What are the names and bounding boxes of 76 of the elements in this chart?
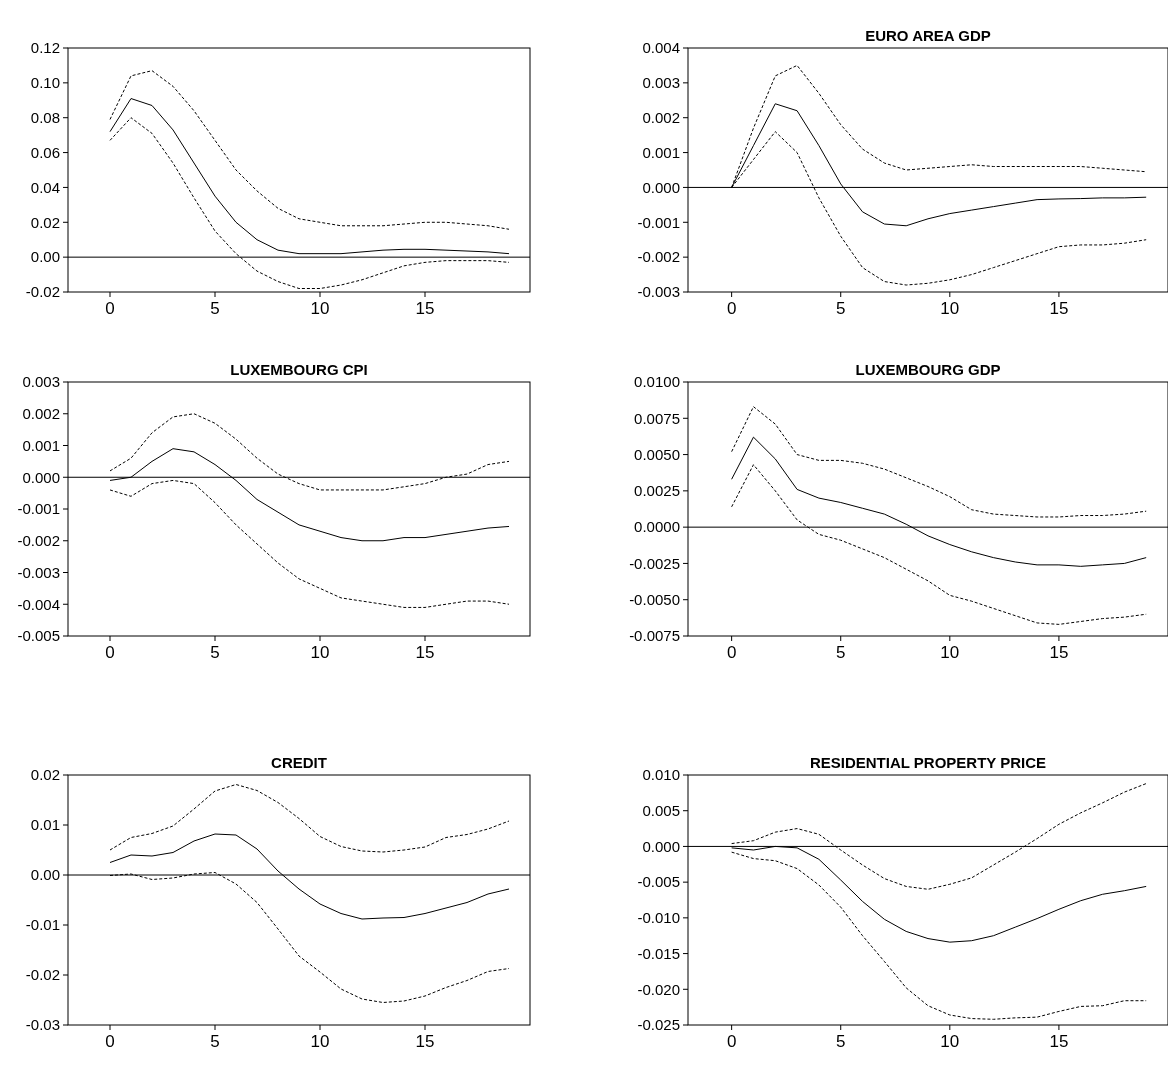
y-tick-label: 0.002 xyxy=(642,108,680,126)
x-tick-label: 10 xyxy=(310,643,330,662)
x-tick-label: 0 xyxy=(105,1032,115,1051)
y-tick-label: -0.002 xyxy=(17,532,60,549)
x-tick-label: 0 xyxy=(105,643,115,662)
x-tick-label: 10 xyxy=(310,299,330,318)
x-tick-label: 15 xyxy=(415,299,435,318)
y-tick-label: 0.0100 xyxy=(634,373,680,391)
y-tick-label: -0.0050 xyxy=(629,590,680,608)
y-tick-label: -0.03 xyxy=(25,1016,60,1034)
y-tick-label: 0.08 xyxy=(30,108,60,126)
y-tick-label: 0.000 xyxy=(642,178,680,196)
y-tick-label: -0.010 xyxy=(637,909,680,927)
y-tick-label: -0.001 xyxy=(637,213,680,231)
x-tick-label: 15 xyxy=(1049,643,1069,662)
chart-title: LUXEMBOURG GDP xyxy=(855,361,1001,378)
x-tick-label: 5 xyxy=(835,643,846,662)
y-tick-label: -0.0025 xyxy=(629,554,680,572)
y-tick-label: 0.0000 xyxy=(634,518,680,536)
y-tick-label: 0.010 xyxy=(642,766,680,784)
y-tick-label: 0.003 xyxy=(642,74,680,92)
y-tick-label: 0.12 xyxy=(30,39,60,57)
y-tick-label: 0.06 xyxy=(30,143,60,161)
y-tick-label: 0.001 xyxy=(642,143,680,161)
y-tick-label: -0.005 xyxy=(637,873,680,891)
x-tick-label: 10 xyxy=(940,1032,960,1051)
y-tick-label: -0.002 xyxy=(637,248,680,266)
y-tick-label: 0.02 xyxy=(30,213,60,231)
y-tick-label: 0.04 xyxy=(30,178,60,196)
y-tick-label: -0.02 xyxy=(25,283,60,301)
y-tick-label: -0.005 xyxy=(17,627,60,645)
x-tick-label: 15 xyxy=(1049,299,1069,318)
x-tick-label: 15 xyxy=(1049,1032,1069,1051)
x-tick-label: 0 xyxy=(105,299,115,318)
x-tick-label: 0 xyxy=(726,299,737,318)
y-tick-label: 0.00 xyxy=(30,866,60,884)
y-tick-label: 0.0075 xyxy=(634,409,680,427)
y-tick-label: -0.015 xyxy=(637,944,680,962)
y-tick-label: 0.10 xyxy=(30,74,60,92)
y-tick-label: -0.004 xyxy=(17,595,60,613)
y-tick-label: 0.02 xyxy=(30,766,60,784)
y-tick-label: 0.0025 xyxy=(634,482,680,500)
y-tick-label: 0.00 xyxy=(30,248,60,266)
chart-title: EURO AREA GDP xyxy=(865,27,991,44)
x-tick-label: 5 xyxy=(835,299,846,318)
x-tick-label: 5 xyxy=(210,1032,220,1051)
x-tick-label: 15 xyxy=(415,1032,435,1051)
x-tick-label: 0 xyxy=(726,1032,737,1051)
y-tick-label: -0.003 xyxy=(637,283,680,301)
y-tick-label: -0.001 xyxy=(17,500,60,518)
x-tick-label: 5 xyxy=(210,643,220,662)
y-tick-label: 0.003 xyxy=(22,373,60,391)
y-tick-label: -0.02 xyxy=(25,966,60,984)
y-tick-label: -0.01 xyxy=(25,916,60,934)
chart-title: RESIDENTIAL PROPERTY PRICE xyxy=(809,754,1047,771)
chart-title: LUXEMBOURG CPI xyxy=(230,361,368,378)
y-tick-label: 0.004 xyxy=(642,39,680,57)
y-tick-label: -0.025 xyxy=(637,1016,680,1034)
y-tick-label: -0.020 xyxy=(637,980,680,998)
y-tick-label: 0.0050 xyxy=(634,445,680,463)
y-tick-label: 0.002 xyxy=(22,405,60,422)
y-tick-label: -0.0075 xyxy=(629,627,680,645)
x-tick-label: 10 xyxy=(310,1032,330,1051)
y-tick-label: 0.000 xyxy=(22,468,60,486)
x-tick-label: 10 xyxy=(940,643,960,662)
x-tick-label: 0 xyxy=(726,643,737,662)
x-tick-label: 10 xyxy=(940,299,960,318)
y-tick-label: -0.003 xyxy=(17,563,60,581)
chart-title: CREDIT xyxy=(271,754,327,771)
x-tick-label: 5 xyxy=(210,299,220,318)
x-tick-label: 5 xyxy=(835,1032,846,1051)
y-tick-label: 0.001 xyxy=(22,436,60,454)
x-tick-label: 15 xyxy=(415,643,435,662)
y-tick-label: 0.000 xyxy=(642,837,680,855)
y-tick-label: 0.005 xyxy=(642,801,680,819)
y-tick-label: 0.01 xyxy=(30,816,60,834)
